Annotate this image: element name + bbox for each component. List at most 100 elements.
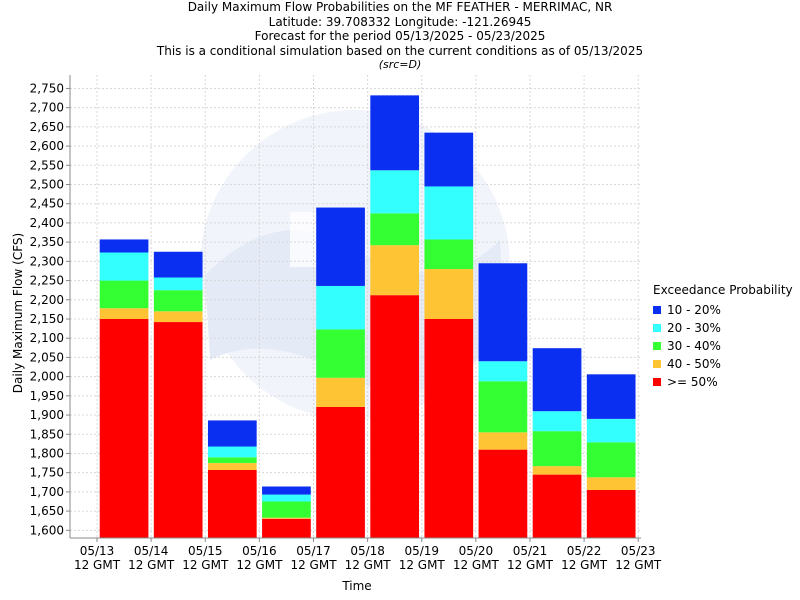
bar-segment-top30-05-15: [207, 457, 257, 464]
source-note: (src=D): [378, 58, 422, 71]
bar-segment-top20-05-15: [207, 446, 257, 458]
chart-titles: Daily Maximum Flow Probabilities on the …: [0, 0, 800, 73]
bar-segment-top20-05-20: [478, 361, 528, 382]
bars-layer: [99, 95, 636, 538]
y-tick-label: 2,100: [30, 331, 64, 345]
axes: [69, 75, 641, 539]
y-tick-label: 1,650: [30, 504, 64, 518]
bar-segment-top30-05-20: [478, 381, 528, 433]
bar-segment-top20-05-21: [532, 411, 582, 432]
bar-segment-top20-05-17: [316, 285, 365, 330]
bar-segment-top20-05-18: [370, 170, 420, 214]
bar-segment-top20-05-16: [262, 494, 311, 502]
bar-segment-top10-05-18: [370, 95, 420, 171]
bar-segment-top10-05-15: [207, 420, 257, 447]
forecast-period-line: Forecast for the period 05/13/2025 - 05/…: [254, 29, 546, 43]
x-tick-label-date: 05/16: [242, 544, 277, 558]
bar-segment-top20-05-22: [586, 418, 636, 443]
bar-segment-top10-05-21: [532, 348, 582, 412]
legend: Exceedance Probability 10 - 20% 20 - 30% 3…: [653, 283, 793, 391]
x-tick-label-time: 12 GMT: [128, 558, 175, 572]
bar-segment-top40-05-20: [478, 432, 528, 450]
y-tick-label: 2,600: [30, 139, 64, 153]
x-tick-label-date: 05/15: [188, 544, 223, 558]
x-tick-label-date: 05/22: [567, 544, 602, 558]
location-line: Latitude: 39.708332 Longitude: -121.2694…: [268, 14, 532, 29]
legend-swatch: [653, 306, 661, 314]
bar-segment-top30-05-17: [316, 329, 365, 378]
x-tick-label-time: 12 GMT: [345, 558, 392, 572]
y-tick-label: 2,150: [30, 312, 64, 326]
bar-segment-top40-05-18: [370, 245, 420, 296]
x-tick-label-time: 12 GMT: [236, 558, 283, 572]
y-tick-label: 2,700: [30, 101, 64, 115]
bar-segment-top30-05-13: [99, 280, 149, 309]
y-tick-label: 2,550: [30, 158, 64, 172]
bar-segment-top40-05-13: [99, 308, 149, 319]
bar-segment-top50-05-18: [370, 295, 420, 538]
x-tick-label-date: 05/14: [134, 544, 169, 558]
legend-label: 30 - 40%: [667, 339, 721, 353]
legend-item: >= 50%: [653, 373, 793, 391]
y-tick-label: 1,600: [30, 523, 64, 537]
y-tick-label: 1,800: [30, 446, 64, 460]
x-tick-label-time: 12 GMT: [290, 558, 337, 572]
y-tick-label: 2,250: [30, 274, 64, 288]
bar-segment-top30-05-19: [424, 239, 474, 270]
bar-segment-top10-05-17: [316, 207, 365, 286]
y-tick-label: 2,400: [30, 216, 64, 230]
bar-segment-top30-05-14: [153, 290, 203, 312]
legend-label: >= 50%: [667, 375, 718, 389]
bar-segment-top20-05-14: [153, 277, 203, 291]
legend-label: 10 - 20%: [667, 303, 721, 317]
bar-segment-top40-05-16: [262, 517, 311, 519]
x-tick-label-time: 12 GMT: [561, 558, 608, 572]
legend-item: 20 - 30%: [653, 319, 793, 337]
y-tick-label: 2,050: [30, 350, 64, 364]
x-tick-label-time: 12 GMT: [507, 558, 554, 572]
bar-segment-top30-05-21: [532, 431, 582, 467]
bar-segment-top40-05-17: [316, 377, 365, 407]
legend-item: 30 - 40%: [653, 337, 793, 355]
legend-item: 10 - 20%: [653, 301, 793, 319]
chart-title: Daily Maximum Flow Probabilities on the …: [187, 0, 613, 14]
bar-segment-top10-05-13: [99, 239, 149, 253]
x-tick-label-date: 05/13: [80, 544, 115, 558]
bar-segment-top50-05-13: [99, 318, 149, 538]
y-axis-title: Daily Maximum Flow (CFS): [11, 233, 25, 393]
bar-segment-top40-05-21: [532, 466, 582, 475]
bar-segment-top40-05-14: [153, 311, 203, 323]
bar-segment-top50-05-17: [316, 406, 365, 538]
legend-swatch: [653, 324, 661, 332]
legend-label: 40 - 50%: [667, 357, 721, 371]
bar-segment-top20-05-19: [424, 186, 474, 240]
x-tick-label-date: 05/17: [296, 544, 331, 558]
legend-item: 40 - 50%: [653, 355, 793, 373]
x-tick-label-time: 12 GMT: [615, 558, 662, 572]
y-tick-label: 2,650: [30, 120, 64, 134]
y-tick-label: 1,850: [30, 427, 64, 441]
bar-segment-top50-05-22: [586, 489, 636, 538]
y-tick-label: 2,000: [30, 370, 64, 384]
y-tick-label: 2,350: [30, 235, 64, 249]
bar-segment-top30-05-18: [370, 213, 420, 246]
x-tick-label-time: 12 GMT: [182, 558, 229, 572]
legend-label: 20 - 30%: [667, 321, 721, 335]
y-tick-label: 1,950: [30, 389, 64, 403]
legend-title: Exceedance Probability: [653, 283, 793, 297]
bar-segment-top20-05-13: [99, 252, 149, 281]
simulation-note: This is a conditional simulation based o…: [156, 43, 644, 58]
bar-segment-top50-05-15: [207, 469, 257, 538]
y-tick-label: 2,500: [30, 178, 64, 192]
x-axis-title: Time: [341, 579, 371, 593]
x-tick-label-time: 12 GMT: [453, 558, 500, 572]
bar-segment-top10-05-22: [586, 374, 636, 419]
x-tick-label-time: 12 GMT: [74, 558, 121, 572]
bar-segment-top30-05-22: [586, 442, 636, 478]
bar-segment-top40-05-15: [207, 463, 257, 470]
x-tick-label-date: 05/23: [621, 544, 656, 558]
x-tick-label-time: 12 GMT: [399, 558, 446, 572]
bar-segment-top50-05-21: [532, 474, 582, 538]
